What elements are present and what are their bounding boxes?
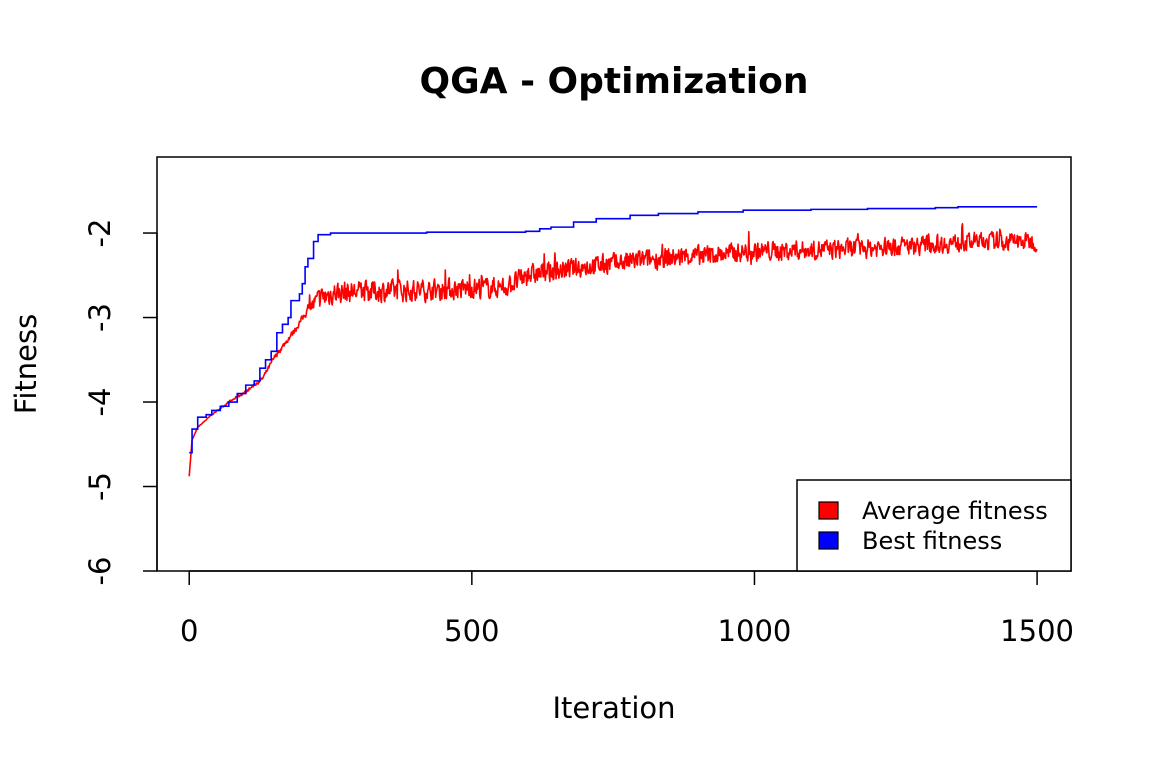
y-tick-label: -2	[83, 219, 117, 248]
legend-label-average: Average fitness	[862, 497, 1048, 525]
series-line-best-fitness	[189, 206, 1038, 454]
legend-swatch-average	[818, 501, 839, 520]
chart-title: QGA - Optimization	[420, 61, 809, 102]
y-tick-label: -5	[83, 472, 117, 501]
legend: Average fitness Best fitness	[796, 479, 1072, 572]
x-tick-label: 1500	[1000, 614, 1074, 648]
x-tick-label: 0	[180, 614, 198, 648]
y-axis: -6 -5 -4 -3 -2	[83, 219, 158, 586]
x-tick-label: 1000	[718, 614, 792, 648]
y-tick-label: -3	[83, 303, 117, 332]
x-axis-title: Iteration	[552, 691, 675, 725]
x-axis: 0 500 1000 1500	[180, 570, 1074, 648]
x-tick-label: 500	[444, 614, 499, 648]
legend-label-best: Best fitness	[862, 527, 1002, 555]
series-line-average-fitness	[188, 222, 1038, 477]
y-tick-label: -6	[83, 557, 117, 586]
legend-swatch-best	[818, 531, 839, 550]
legend-box	[796, 479, 1072, 572]
series-layer	[188, 206, 1038, 477]
y-tick-label: -4	[83, 388, 117, 417]
y-axis-title: Fitness	[9, 314, 43, 414]
